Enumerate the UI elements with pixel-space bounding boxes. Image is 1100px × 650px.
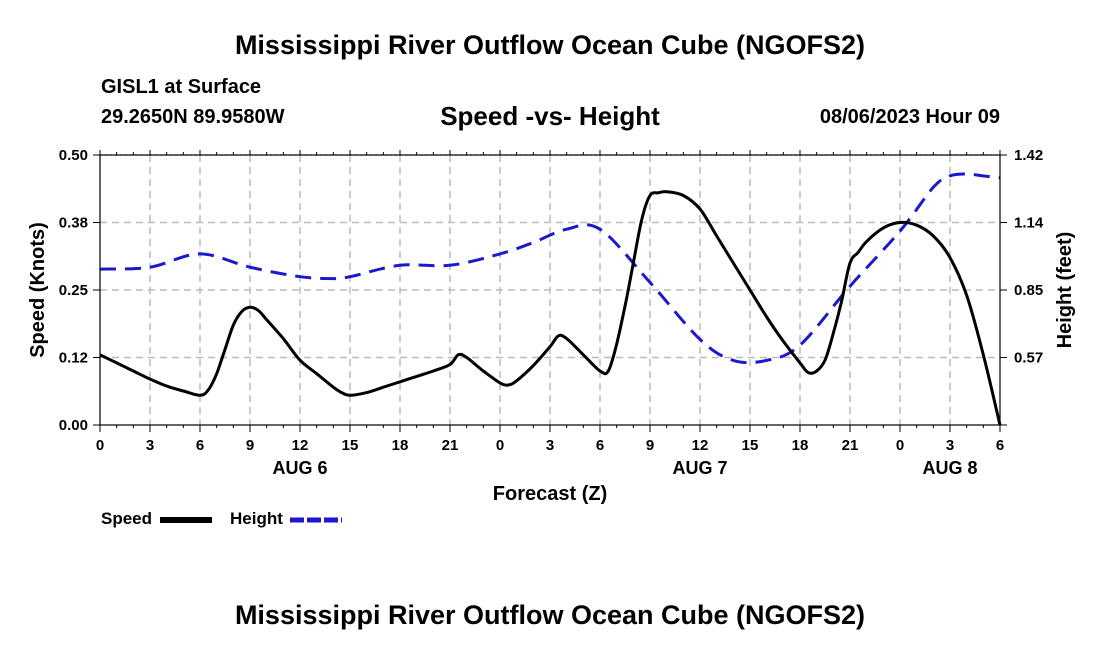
y-axis-title: Speed (Knots)	[27, 222, 49, 358]
coordinates-label: 29.2650N 89.9580W	[101, 106, 285, 128]
x-tick-label: 15	[342, 437, 359, 454]
speed-series-line	[99, 190, 1002, 426]
day-label: AUG 6	[272, 458, 327, 478]
x-tick-label: 0	[96, 437, 104, 454]
station-label: GISL1 at Surface	[101, 76, 262, 98]
grid-layer	[100, 154, 1000, 425]
x-tick-label: 15	[742, 437, 759, 454]
height-series-line	[99, 172, 1001, 365]
x-tick-label: 12	[292, 437, 309, 454]
x-tick-label: 21	[842, 437, 859, 454]
y2-tick-label: 0.85	[1014, 282, 1043, 299]
x-tick-label: 3	[546, 437, 554, 454]
chart-subtitle: Speed -vs- Height	[440, 101, 660, 131]
bottom-chart-title: Mississippi River Outflow Ocean Cube (NG…	[234, 600, 866, 630]
datetime-label: 08/06/2023 Hour 09	[819, 106, 1000, 128]
y2-tick-label: 0.57	[1014, 350, 1043, 367]
day-label: AUG 7	[672, 458, 727, 478]
x-tick-label: 9	[646, 437, 654, 454]
y2-tick-label: 1.42	[1014, 147, 1043, 164]
y-tick-label: 0.12	[59, 350, 88, 367]
y-tick-label: 0.50	[59, 147, 88, 164]
x-axis-title: Forecast (Z)	[493, 483, 607, 505]
axis-layer: 0 3 6 9 12 15 18 21 0 3 6 9 12 15 18 21 0 3 6 0.00 0.12 0.25 0…	[27, 147, 1076, 505]
y-tick-label: 0.25	[59, 282, 88, 299]
y2-axis-title: Height (feet)	[1054, 232, 1076, 349]
legend-speed-label: Speed	[101, 509, 153, 528]
y2-tick-label: 1.14	[1014, 215, 1044, 232]
x-tick-label: 6	[196, 437, 204, 454]
x-tick-label: 21	[442, 437, 459, 454]
x-tick-label: 12	[692, 437, 709, 454]
x-tick-label: 0	[896, 437, 904, 454]
x-tick-label: 6	[996, 437, 1004, 454]
y-tick-label: 0.38	[59, 215, 88, 232]
y-tick-label: 0.00	[59, 417, 88, 434]
x-tick-label: 18	[792, 437, 809, 454]
day-label: AUG 8	[922, 458, 977, 478]
x-tick-label: 9	[246, 437, 254, 454]
x-tick-label: 3	[946, 437, 954, 454]
chart-title: Mississippi River Outflow Ocean Cube (NG…	[234, 30, 866, 60]
x-tick-label: 3	[146, 437, 154, 454]
legend-height-label: Height	[230, 509, 283, 528]
x-tick-label: 0	[496, 437, 504, 454]
x-tick-label: 6	[596, 437, 604, 454]
x-tick-label: 18	[392, 437, 409, 454]
series-layer	[99, 172, 1002, 426]
